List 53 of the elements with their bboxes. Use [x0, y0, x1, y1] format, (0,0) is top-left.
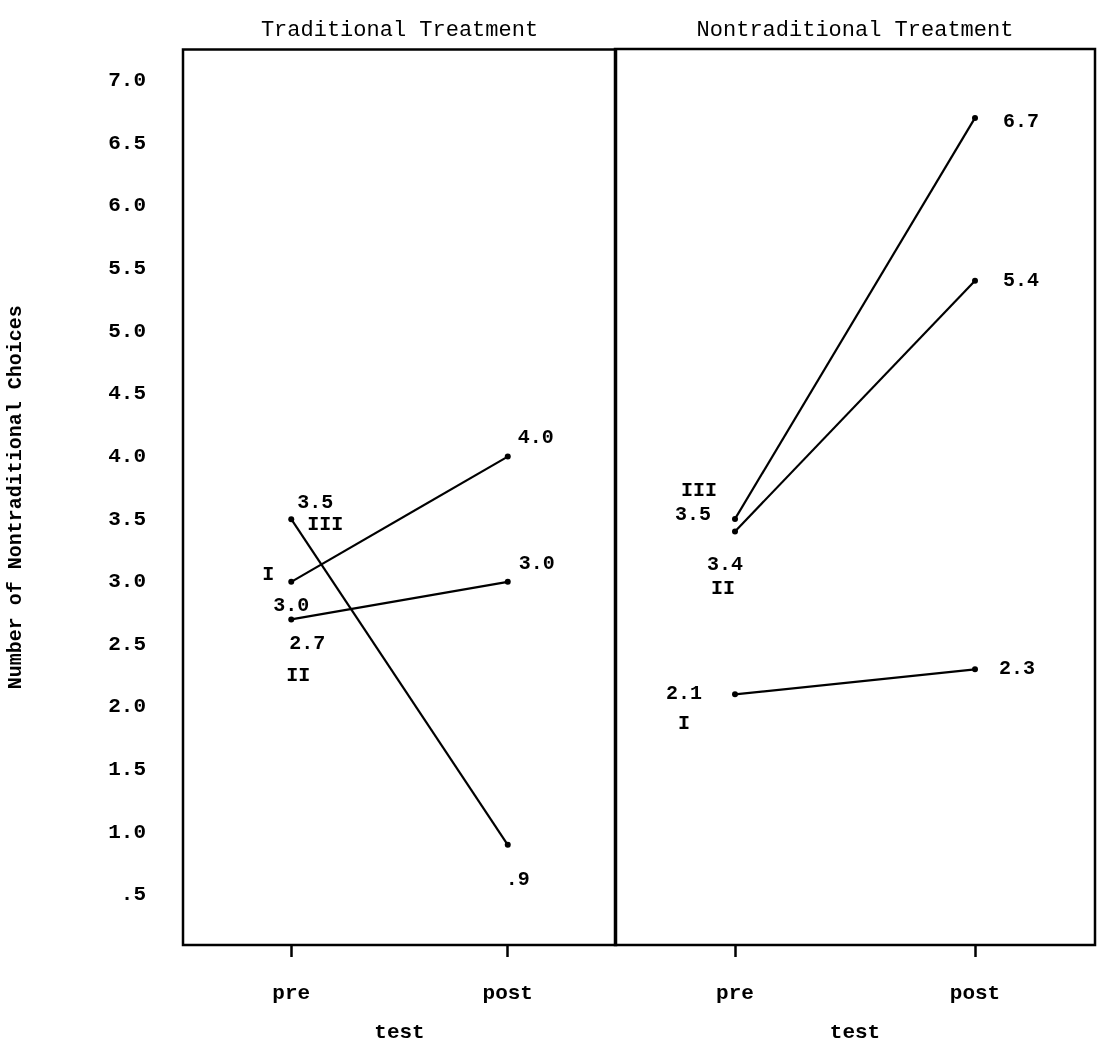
text: II	[286, 664, 311, 688]
series-label: III	[307, 513, 344, 537]
point	[504, 841, 511, 848]
point	[288, 578, 295, 585]
y-tick-label: 2.0	[108, 695, 146, 719]
y-tick-label: 6.5	[108, 131, 146, 155]
point	[288, 616, 295, 623]
y-tick-label: .5	[120, 883, 146, 907]
data-label: 4.0	[517, 425, 554, 449]
y-tick-label: 4.0	[108, 444, 146, 468]
data-label: 5.4	[1002, 268, 1040, 292]
y-tick-label: 5.5	[108, 257, 146, 281]
x-tick-label: pre	[272, 981, 311, 1005]
data-label: 3.5	[297, 491, 334, 515]
y-tick-label: 1.0	[108, 820, 146, 844]
y-tick-label: 3.5	[108, 507, 146, 531]
x-tick-label: pre	[716, 981, 754, 1005]
data-label: 2.1	[665, 682, 703, 706]
y-tick-label: 6.0	[108, 194, 146, 218]
point	[972, 277, 978, 284]
y-tick-label: 7.0	[108, 69, 146, 93]
y-tick-label: 2.5	[108, 632, 146, 656]
x-tick-label: post	[949, 981, 1001, 1005]
point	[504, 453, 511, 460]
data-label: .9	[505, 867, 530, 891]
point	[972, 666, 978, 673]
data-label: 3.0	[518, 551, 555, 575]
x-tick-label: post	[482, 981, 533, 1005]
point	[732, 515, 738, 522]
x-axis-title: test	[829, 1020, 881, 1044]
text: I	[677, 712, 691, 736]
series-label: I	[262, 562, 275, 586]
y-axis-title: Number of Nontraditional Choices	[4, 305, 28, 690]
data-label: 6.7	[1002, 109, 1040, 133]
data-label: 2.7	[289, 632, 326, 656]
point	[732, 691, 738, 698]
point	[504, 578, 511, 585]
point	[972, 114, 978, 121]
chart-title: Traditional Treatment	[260, 18, 539, 44]
y-tick-label: 5.0	[108, 319, 146, 343]
series-label: III	[680, 478, 718, 502]
point	[288, 516, 295, 523]
y-tick-label: 4.5	[108, 382, 146, 406]
text: II	[710, 577, 736, 601]
data-label: 3.5	[674, 502, 712, 526]
data-label: 2.3	[998, 657, 1036, 681]
data-label: 3.4	[706, 553, 744, 577]
y-tick-label: 1.5	[108, 757, 146, 781]
point	[732, 528, 738, 535]
x-axis-title: test	[374, 1020, 425, 1044]
y-tick-label: 3.0	[108, 570, 146, 594]
chart-title: Nontraditional Treatment	[696, 17, 1014, 43]
data-label: 3.0	[273, 593, 310, 617]
